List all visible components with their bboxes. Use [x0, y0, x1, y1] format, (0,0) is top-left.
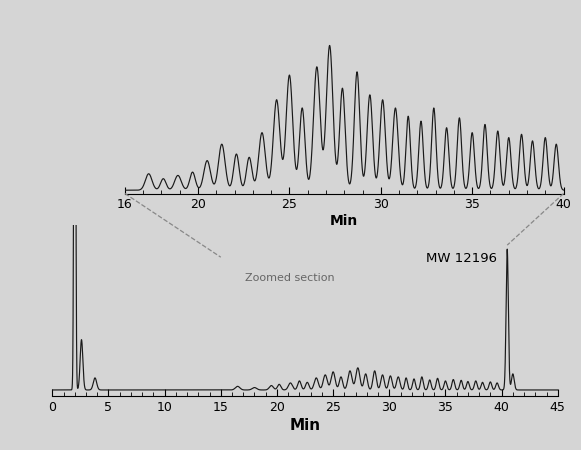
X-axis label: Min: Min — [289, 418, 321, 433]
Text: MW 12196: MW 12196 — [426, 252, 497, 265]
Text: Zoomed section: Zoomed section — [246, 273, 335, 284]
X-axis label: Min: Min — [330, 214, 358, 228]
